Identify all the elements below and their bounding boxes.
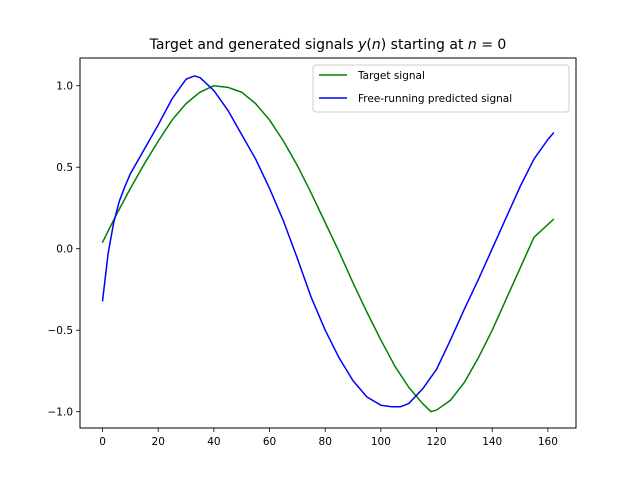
title-paren-open: ( [366, 37, 371, 53]
x-tick-label: 120 [427, 436, 447, 448]
y-tick-label: 0.5 [56, 162, 73, 174]
legend-label-predicted-signal: Free-running predicted signal [358, 93, 512, 105]
title-prefix: Target and generated signals [149, 37, 358, 53]
axes-frame [79, 57, 577, 429]
y-tick-label: −1.0 [48, 407, 74, 419]
plot-area [101, 75, 555, 413]
legend-box [312, 64, 570, 113]
title-paren-close: ) [381, 37, 386, 53]
title-math-arg: n [372, 37, 381, 53]
x-tick-label: 40 [207, 436, 220, 448]
legend-label-target-signal: Target signal [357, 70, 425, 82]
x-tick-label: 100 [371, 436, 391, 448]
x-tick-label: 160 [538, 436, 558, 448]
title-middle: starting at [386, 37, 468, 53]
x-tick-label: 60 [263, 436, 276, 448]
legend: Target signal Free-running predicted sig… [312, 64, 570, 113]
x-tick-label: 20 [152, 436, 165, 448]
y-tick-label: −0.5 [48, 325, 74, 337]
chart-title: Target and generated signals y(n) starti… [149, 37, 507, 53]
y-tick-label: 1.0 [56, 81, 73, 93]
series-line-0 [101, 84, 555, 413]
title-math-rest: = 0 [477, 37, 507, 53]
x-tick-label: 80 [319, 436, 332, 448]
x-tick-label: 0 [99, 436, 106, 448]
x-tick-label: 140 [482, 436, 502, 448]
y-tick-label: 0.0 [56, 244, 73, 256]
series-line-1 [101, 75, 555, 408]
x-axis: 0 20 40 60 80 100 120 140 160 [99, 428, 558, 448]
title-math-func: y [357, 37, 367, 53]
title-math-var: n [468, 37, 477, 53]
y-axis: −1.0 −0.5 0.0 0.5 1.0 [48, 81, 80, 419]
